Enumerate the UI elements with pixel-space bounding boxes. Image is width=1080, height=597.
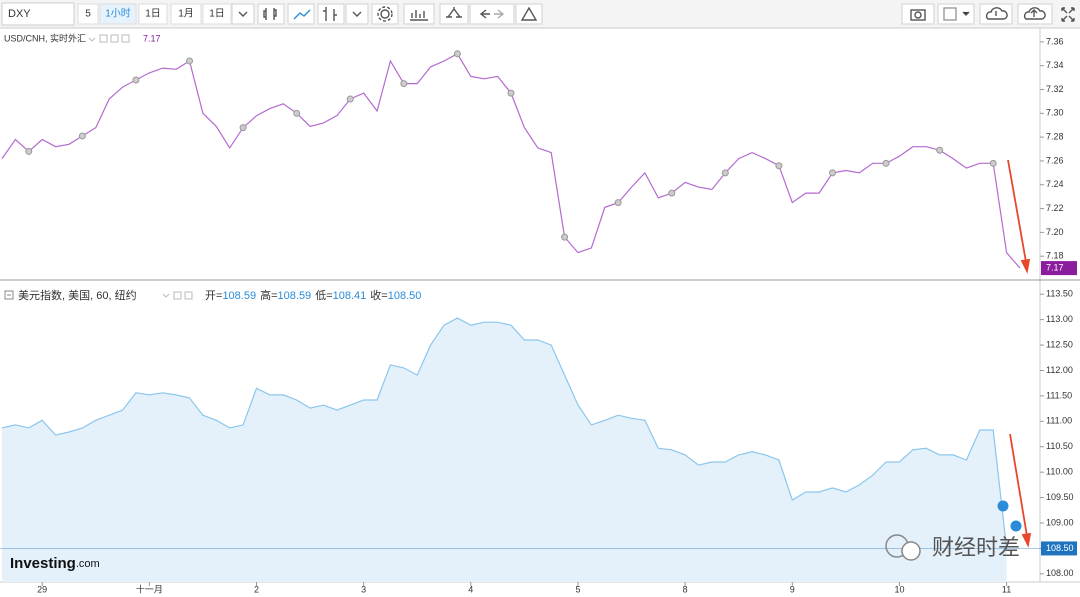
event-marker[interactable] [1010,520,1022,532]
price-tag-label: 7.17 [1046,262,1064,272]
point-marker [721,169,729,177]
line [1,52,1021,269]
legend-icons [88,34,130,43]
toolbar-button[interactable] [202,3,232,25]
point-marker [25,147,33,155]
x-tick-label: 10 [894,584,904,594]
point-marker [346,95,354,103]
line [1,317,1008,549]
watermark: 财经时差 [885,534,1020,561]
y-tick-label: 109.00 [1046,517,1074,527]
ohlc-label: 低= [315,289,332,302]
x-tick-label: 9 [790,584,795,594]
collapse-icon[interactable] [4,290,14,300]
symbol-input[interactable] [1,2,75,26]
ohlc-label: 开= [205,290,222,302]
y-tick-label: 7.20 [1046,227,1064,237]
price-tag [1041,541,1077,556]
x-tick-label: 3 [361,584,366,594]
y-tick-label: 112.50 [1046,339,1073,349]
y-tick-label: 7.32 [1046,84,1064,94]
annotation-arrows [1007,159,1032,548]
ohlc-value: 108.50 [388,290,422,302]
point-marker [561,233,569,241]
toolbar-button-label: 1月 [178,8,194,20]
y-tick-label: 7.26 [1046,155,1064,165]
price-tag [1041,261,1077,276]
chart-title: 美元指数, 美国, 60, 纽约 [18,288,137,302]
point-marker [400,80,408,88]
point-marker [78,132,86,140]
point-marker [186,57,194,65]
ohlc-label: 高= [260,288,277,302]
legend-icons [162,291,193,300]
chart-title: USD/CNH, 实时外汇 [4,32,86,43]
point-marker [507,89,515,97]
y-tick-label: 112.00 [1046,365,1073,375]
x-tick-label: 8 [683,584,688,594]
y-tick-label: 7.34 [1046,60,1064,70]
point-marker [828,169,836,177]
toolbar-button-label: 1小时 [105,8,131,20]
toolbar-buttons: 5 1小时 1日 1月 1日 [77,3,232,25]
y-tick-label: 108.00 [1046,568,1074,578]
x-tick-label: 11 [1002,584,1011,594]
price-tag-label: 108.50 [1046,543,1074,553]
ohlc-value: 108.59 [278,290,312,302]
point-marker [614,199,622,207]
x-tick-label: 2 [254,584,259,594]
y-tick-label: 7.36 [1046,36,1064,46]
toolbar-button-label: 1日 [145,9,161,20]
ohlc-value: 108.59 [222,290,256,302]
point-marker [989,159,997,167]
point-marker [882,159,890,167]
y-tick-label: 7.22 [1046,203,1064,213]
toolbar-button[interactable] [170,3,202,25]
logo: Investing.com [10,555,100,572]
x-tick-label: 十一月 [136,583,163,594]
toolbar-button[interactable] [138,3,168,25]
symbol: DXY [8,8,31,20]
area [2,318,1007,582]
y-tick-label: 7.28 [1046,132,1064,142]
ohlc-label: 收= [370,288,387,302]
legend-value: 7.17 [143,33,161,43]
y-tick-label: 7.30 [1046,108,1064,118]
point-marker [775,162,783,170]
y-tick-label: 111.50 [1046,390,1072,400]
toolbar-icons [231,3,1075,25]
event-marker[interactable] [997,500,1009,512]
point-marker [453,50,461,58]
y-tick-label: 113.00 [1046,314,1073,324]
point-marker [132,76,140,84]
x-tick-label: 4 [468,584,473,594]
logo-suffix: .com [76,558,100,570]
point-marker [668,189,676,197]
y-tick-label: 113.50 [1046,289,1073,299]
toolbar-button-label: 5 [85,9,91,20]
y-tick-label: 110.50 [1046,441,1073,451]
y-tick-label: 7.24 [1046,179,1064,189]
point-marker [293,109,301,117]
watermark-text: 财经时差 [932,535,1020,560]
toolbar-button-label: 1日 [209,9,225,20]
y-tick-label: 109.50 [1046,492,1074,502]
ohlc-legend: 开= 108.59 高= 108.59 低= 108.41 收= 108.50 [205,288,421,302]
y-tick-label: 110.00 [1046,467,1073,477]
y-tick-label: 111.00 [1046,416,1072,426]
y-tick-label: 7.18 [1046,251,1064,261]
toolbar-button[interactable] [99,3,137,25]
toolbar-button[interactable] [77,3,99,25]
point-marker [239,124,247,132]
plots: 7.18 7.20 7.22 7.24 7.26 7.28 7.30 7.32 7.34 7.36… [0,36,1077,594]
point-marker [936,146,944,154]
logo-main: Investing [10,555,76,572]
x-tick-label: 29 [37,584,47,594]
x-tick-label: 5 [575,584,580,594]
ohlc-value: 108.41 [333,290,367,302]
